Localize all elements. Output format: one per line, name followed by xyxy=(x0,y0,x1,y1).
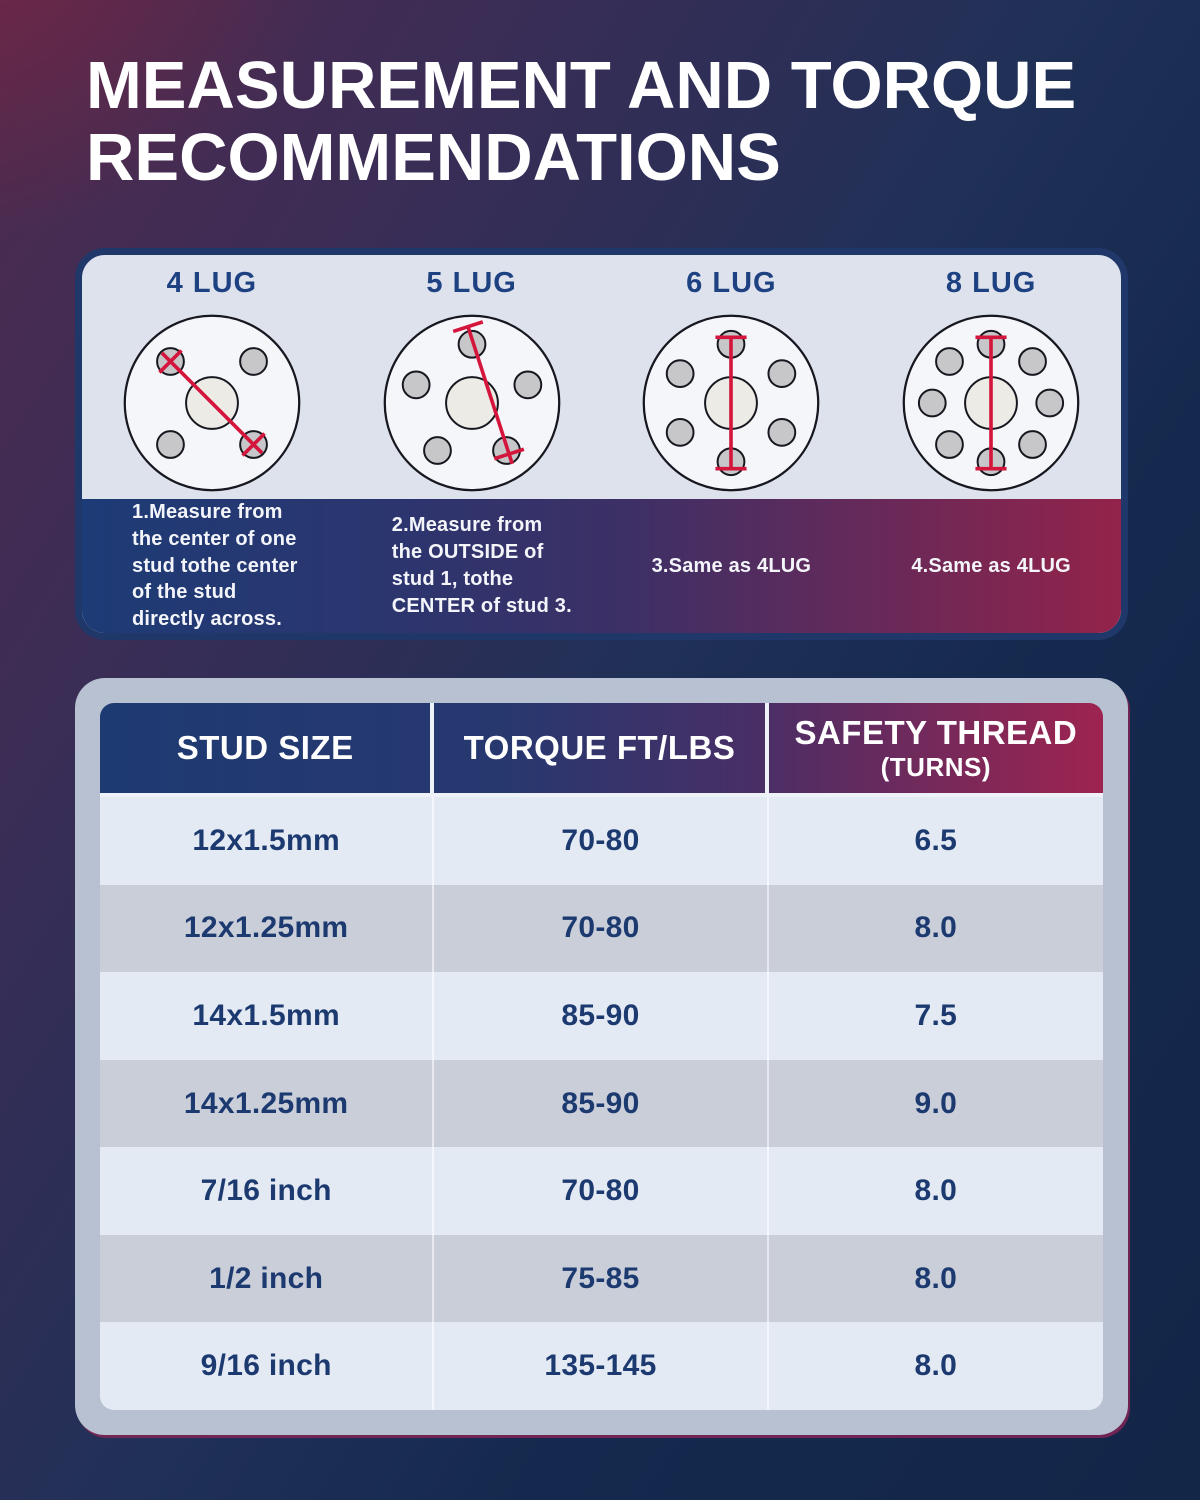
torque-table-panel: STUD SIZE TORQUE FT/LBS SAFETY THREAD (TURN… xyxy=(75,678,1128,1435)
lug-label: 5 LUG xyxy=(426,267,517,299)
torque-table-body: 12x1.5mm 70-80 6.5 12x1.25mm 70-80 8.0 14x1.5m… xyxy=(100,797,1103,1410)
column-header-stud-size: STUD SIZE xyxy=(100,703,435,793)
lug-note: 3.Same as 4LUG xyxy=(651,554,812,577)
table-cell-torque: 85-90 xyxy=(434,972,769,1060)
table-cell-stud-size: 1/2 inch xyxy=(100,1234,435,1323)
lug-diagram-4-lug: 4 LUG xyxy=(82,267,342,499)
lug-note-cell: 1.Measure from the center of one stud to… xyxy=(82,499,342,633)
table-row: 7/16 inch 70-80 8.0 xyxy=(100,1147,1103,1235)
lug-measurement-panel: 4 LUG 5 LUG 6 LUG 8 LUG 1.Measure from the … xyxy=(75,248,1128,640)
table-cell-safety-thread: 6.5 xyxy=(914,823,958,857)
wheel-diagram-8-lug-icon xyxy=(902,314,1080,492)
wheel-diagram-5-lug-icon xyxy=(383,314,560,492)
table-cell-stud-size: 14x1.5mm xyxy=(100,972,435,1060)
column-header-label: SAFETY THREAD xyxy=(794,714,1078,752)
table-cell-torque: 70-80 xyxy=(434,884,769,973)
table-row: 14x1.25mm 85-90 9.0 xyxy=(100,1059,1103,1148)
lug-note: 2.Measure from the OUTSIDE of stud 1, to… xyxy=(391,514,572,617)
lug-note-cell: 4.Same as 4LUG xyxy=(861,499,1121,633)
table-cell-safety-thread: 8.0 xyxy=(914,1174,958,1208)
table-cell-torque: 75-85 xyxy=(434,1234,769,1323)
table-cell-stud-size: 12x1.25mm xyxy=(100,884,435,973)
table-cell-torque: 70-80 xyxy=(434,797,769,885)
lug-note: 1.Measure from the center of one stud to… xyxy=(132,501,298,631)
table-row: 1/2 inch 75-85 8.0 xyxy=(100,1234,1103,1323)
lug-label: 6 LUG xyxy=(686,267,777,299)
lug-note: 4.Same as 4LUG xyxy=(911,554,1071,577)
lug-label: 4 LUG xyxy=(166,267,258,299)
table-cell-safety-thread: 8.0 xyxy=(914,911,958,945)
table-cell-torque: 85-90 xyxy=(434,1059,769,1148)
column-header-torque-ft-lbs: TORQUE FT/LBS xyxy=(434,703,769,793)
table-cell-stud-size: 9/16 inch xyxy=(100,1322,435,1410)
table-cell-safety-thread: 8.0 xyxy=(914,1349,958,1383)
table-cell-stud-size: 12x1.5mm xyxy=(100,797,435,885)
column-header-label: STUD SIZE xyxy=(176,729,354,766)
table-cell-safety-thread: 9.0 xyxy=(914,1086,958,1120)
lug-diagram-6-lug: 6 LUG xyxy=(602,267,862,499)
column-header-sublabel: (TURNS) xyxy=(880,752,992,783)
table-row: 12x1.25mm 70-80 8.0 xyxy=(100,884,1103,973)
table-row: 12x1.5mm 70-80 6.5 xyxy=(100,797,1103,885)
lug-instruction-strip: 1.Measure from the center of one stud to… xyxy=(82,499,1121,633)
table-cell-safety-thread: 7.5 xyxy=(914,998,958,1032)
page-title-line-2: RECOMMENDATIONS xyxy=(86,119,781,195)
table-cell-torque: 70-80 xyxy=(434,1147,769,1235)
table-row: 14x1.5mm 85-90 7.5 xyxy=(100,972,1103,1060)
column-header-safety-thread: SAFETY THREAD (TURNS) xyxy=(769,703,1103,793)
lug-label: 8 LUG xyxy=(945,267,1037,299)
lug-diagram-row: 4 LUG 5 LUG 6 LUG 8 LUG xyxy=(82,255,1121,499)
page-title: MEASUREMENT AND TORQUE RECOMMENDATIONS xyxy=(86,50,1146,193)
table-row: 9/16 inch 135-145 8.0 xyxy=(100,1322,1103,1410)
lug-diagram-8-lug: 8 LUG xyxy=(861,267,1121,499)
lug-note-cell: 2.Measure from the OUTSIDE of stud 1, to… xyxy=(342,499,602,633)
lug-note-cell: 3.Same as 4LUG xyxy=(602,499,862,633)
table-cell-safety-thread: 8.0 xyxy=(914,1261,958,1295)
column-header-label: TORQUE FT/LBS xyxy=(463,729,736,766)
table-cell-torque: 135-145 xyxy=(434,1322,769,1410)
wheel-diagram-6-lug-icon xyxy=(643,314,820,492)
torque-table-header: STUD SIZE TORQUE FT/LBS SAFETY THREAD (TURN… xyxy=(100,703,1103,797)
torque-table: STUD SIZE TORQUE FT/LBS SAFETY THREAD (TURN… xyxy=(100,703,1103,1410)
page-title-line-1: MEASUREMENT AND TORQUE xyxy=(86,48,1077,123)
lug-diagram-5-lug: 5 LUG xyxy=(342,267,602,499)
table-cell-stud-size: 7/16 inch xyxy=(100,1147,435,1235)
table-cell-stud-size: 14x1.25mm xyxy=(100,1059,435,1148)
wheel-diagram-4-lug-icon xyxy=(123,314,301,492)
